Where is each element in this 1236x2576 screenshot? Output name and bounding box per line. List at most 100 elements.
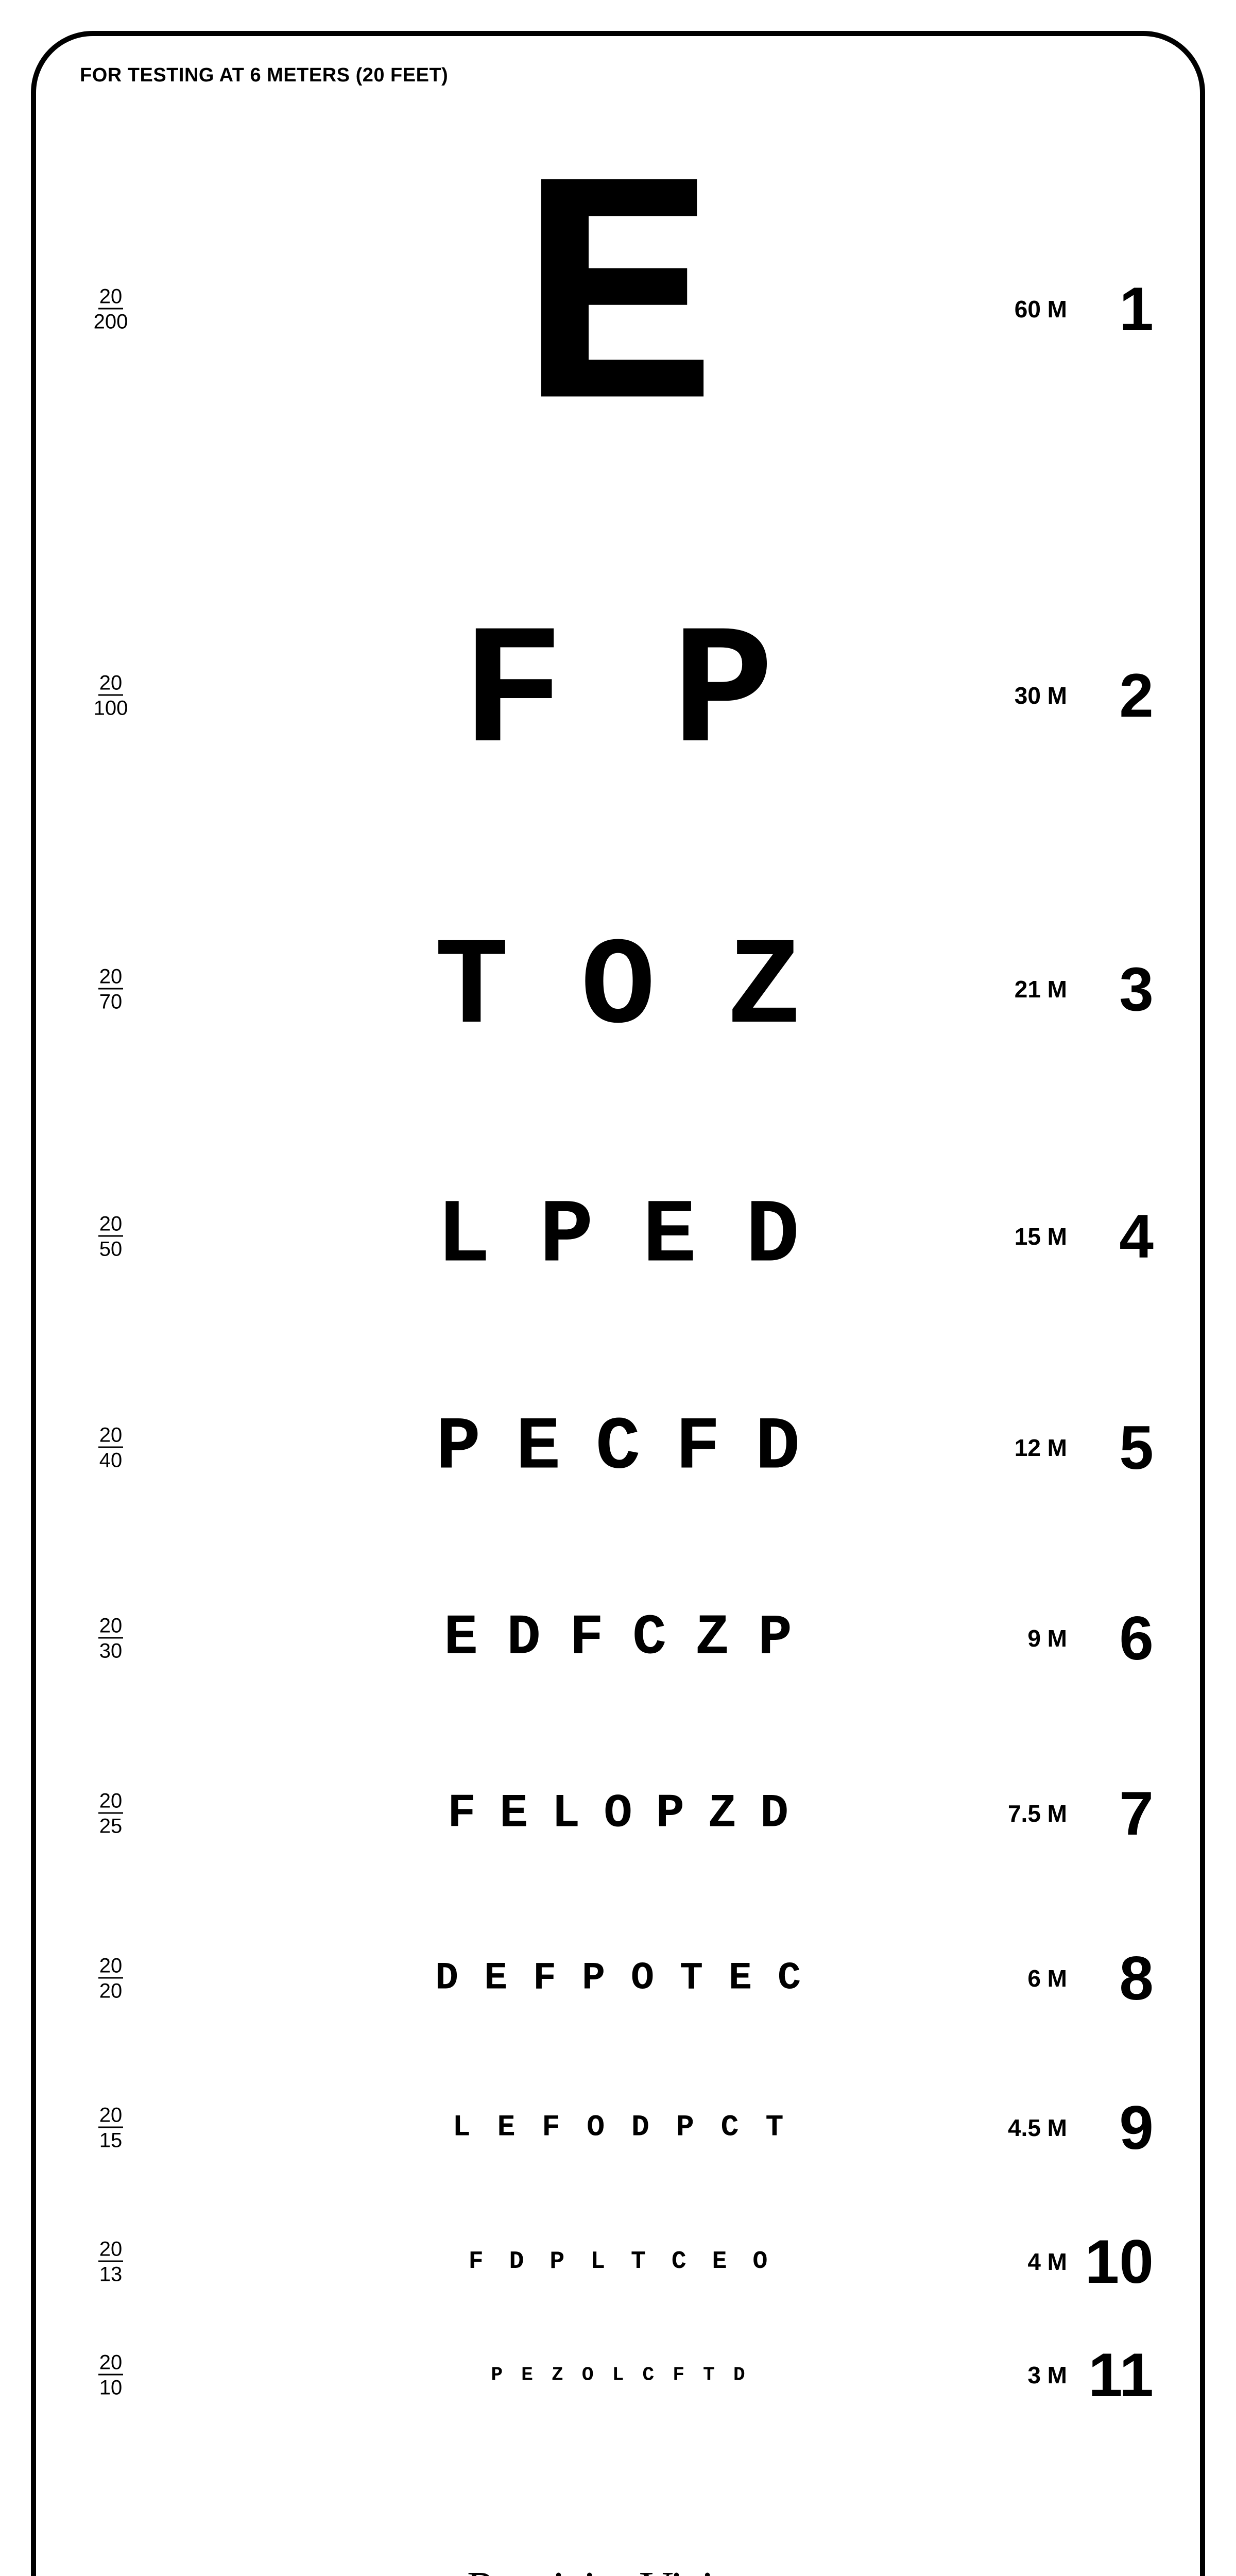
optotype-letter: D [435, 1957, 458, 2001]
optotype-letter: F [469, 2248, 484, 2276]
distance-label: 6 M [1027, 1964, 1067, 1992]
acuity-numerator: 20 [98, 1425, 124, 1448]
acuity-numerator: 20 [98, 673, 124, 696]
acuity-numerator: 20 [98, 2239, 124, 2262]
optotype-letter: D [746, 1185, 800, 1288]
header-text: FOR TESTING AT 6 METERS (20 FEET) [80, 64, 448, 87]
optotype-letter: F [542, 2111, 560, 2145]
row-right-labels: 12 M5 [1015, 1417, 1154, 1479]
optotype-letter: T [765, 2111, 783, 2145]
optotype-letter: F [533, 1957, 556, 2001]
line-number: 2 [1082, 665, 1154, 726]
optotype-letter: F [462, 599, 564, 792]
optotype-letters: PECFD [436, 1405, 800, 1490]
acuity-fraction: 2015 [82, 2105, 139, 2151]
acuity-fraction: 2050 [82, 1214, 139, 1260]
distance-label: 15 M [1015, 1223, 1067, 1250]
optotype-letter: E [712, 2248, 727, 2276]
acuity-numerator: 20 [98, 1956, 124, 1979]
optotype-letter: D [631, 2111, 649, 2145]
optotype-letters: FP [462, 599, 774, 792]
optotype-letter: L [612, 2364, 624, 2386]
row-right-labels: 9 M 6 [1027, 1607, 1154, 1669]
optotype-letter: Z [695, 1606, 729, 1671]
line-number: 6 [1082, 1607, 1154, 1669]
page: FOR TESTING AT 6 METERS (20 FEET) CAT. N… [0, 0, 1236, 2576]
optotype-letter: T [631, 2248, 646, 2276]
acuity-fraction: 20100 [82, 673, 139, 719]
row-right-labels: 30 M2 [1015, 665, 1154, 726]
row-right-labels: 3 M 11 [1027, 2344, 1154, 2406]
optotype-letter: O [581, 919, 655, 1059]
acuity-fraction: 2040 [82, 1425, 139, 1471]
optotype-letter: T [680, 1957, 703, 2001]
distance-label: 21 M [1015, 975, 1067, 1003]
optotype-letter: P [758, 1606, 792, 1671]
optotype-letter: L [453, 2111, 471, 2145]
optotype-letter: L [590, 2248, 605, 2276]
optotype-letter: O [752, 2248, 767, 2276]
optotype-letter: Z [727, 919, 801, 1059]
optotype-letters: FDPLTCEO [469, 2248, 768, 2276]
optotype-letter: C [642, 2364, 654, 2386]
row-right-labels: 60 M1 [1015, 278, 1154, 340]
acuity-fraction: 2070 [82, 967, 139, 1012]
optotype-letter: E [497, 2111, 516, 2145]
line-number: 4 [1082, 1206, 1154, 1267]
acuity-fraction: 2025 [82, 1791, 139, 1837]
optotype-letter: O [631, 1957, 654, 2001]
line-number: 7 [1082, 1783, 1154, 1844]
brand-precision: Precision [464, 2563, 640, 2576]
line-number: 8 [1082, 1947, 1154, 2009]
distance-label: 3 M [1027, 2361, 1067, 2389]
acuity-numerator: 20 [98, 1791, 124, 1814]
row-right-labels: 6 M 8 [1027, 1947, 1154, 2009]
optotype-letter: E [729, 1957, 752, 2001]
distance-label: 9 M [1027, 1624, 1067, 1652]
optotype-letters: FELOPZD [448, 1787, 789, 1841]
optotype-letter: E [516, 1405, 560, 1490]
optotype-letter: F [676, 1405, 720, 1490]
acuity-denominator: 15 [82, 2128, 139, 2151]
optotype-letters: LPED [436, 1185, 799, 1288]
optotype-letter: P [656, 1787, 684, 1841]
optotype-letter: E [444, 1606, 478, 1671]
optotype-letter: T [703, 2364, 715, 2386]
footer: PrecisionVision® La Salle, IL • U.S.A. •… [357, 2562, 879, 2576]
optotype-letter: E [521, 2364, 533, 2386]
brand-vision: Vision [640, 2563, 761, 2576]
distance-label: 7.5 M [1008, 1800, 1067, 1827]
optotype-letter: E [500, 1787, 528, 1841]
distance-label: 60 M [1015, 295, 1067, 323]
optotype-letter: F [570, 1606, 604, 1671]
acuity-denominator: 100 [82, 696, 139, 719]
optotype-letter: Z [552, 2364, 563, 2386]
line-number: 3 [1082, 958, 1154, 1020]
optotype-letter: O [582, 2364, 594, 2386]
optotype-letter: E [519, 123, 717, 496]
line-number: 11 [1082, 2344, 1154, 2406]
optotype-letter: P [672, 599, 774, 792]
row-right-labels: 4.5 M9 [1008, 2097, 1154, 2159]
row-right-labels: 15 M 4 [1015, 1206, 1154, 1267]
optotype-letter: O [587, 2111, 605, 2145]
optotype-letter: P [539, 1185, 593, 1288]
acuity-numerator: 20 [98, 2352, 124, 2376]
optotype-letter: P [582, 1957, 605, 2001]
acuity-numerator: 20 [98, 2105, 124, 2128]
optotype-letter: P [676, 2111, 694, 2145]
optotype-letter: D [507, 1606, 541, 1671]
optotype-letter: C [672, 2248, 686, 2276]
acuity-numerator: 20 [98, 1214, 124, 1237]
acuity-fraction: 2013 [82, 2239, 139, 2285]
optotype-letters: PEZOLCFTD [491, 2364, 745, 2386]
acuity-numerator: 20 [98, 967, 124, 990]
distance-label: 4 M [1027, 2248, 1067, 2276]
acuity-denominator: 25 [82, 1814, 139, 1837]
optotype-letters: E [519, 123, 717, 496]
optotype-letter: L [552, 1787, 580, 1841]
acuity-fraction: 2010 [82, 2352, 139, 2398]
optotype-letter: P [436, 1405, 480, 1490]
brand-logo: PrecisionVision® [357, 2562, 879, 2576]
optotype-letters: TOZ [435, 919, 801, 1059]
